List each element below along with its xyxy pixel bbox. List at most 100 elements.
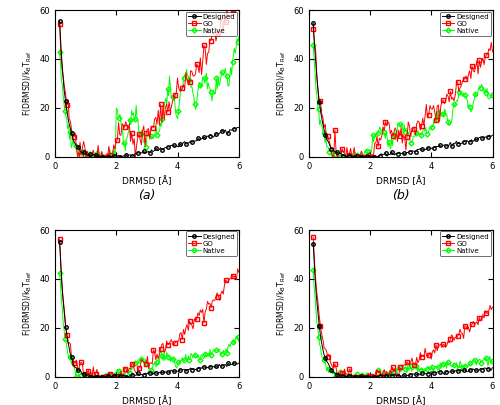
Native <box>56 270 62 275</box>
GO <box>382 373 388 378</box>
Designed <box>158 145 164 150</box>
X-axis label: DRMSD [Å]: DRMSD [Å] <box>376 176 426 186</box>
Designed <box>232 126 237 131</box>
Designed <box>411 149 417 153</box>
GO <box>56 22 62 27</box>
Designed <box>182 139 188 144</box>
Native <box>334 154 340 159</box>
Line: Native: Native <box>58 35 240 158</box>
GO <box>370 154 376 159</box>
Line: Designed: Designed <box>58 240 240 378</box>
Native <box>56 50 62 55</box>
GO <box>236 8 242 13</box>
Designed <box>490 133 496 138</box>
Native <box>236 34 242 39</box>
Native <box>310 42 316 47</box>
GO <box>412 362 418 367</box>
Native <box>68 129 73 134</box>
Native <box>318 345 324 350</box>
Line: Designed: Designed <box>312 22 494 158</box>
GO <box>436 342 442 347</box>
Designed <box>360 374 366 379</box>
Designed <box>310 241 316 246</box>
Designed <box>485 134 491 139</box>
GO <box>490 305 496 309</box>
Line: Native: Native <box>312 268 494 378</box>
Line: GO: GO <box>312 236 494 378</box>
Native <box>490 93 496 98</box>
Native <box>359 154 365 159</box>
Designed <box>350 154 356 159</box>
Native <box>482 91 488 96</box>
Native <box>105 373 111 377</box>
Designed <box>360 154 366 159</box>
Designed <box>236 361 242 366</box>
GO <box>129 130 135 135</box>
Native <box>222 350 228 355</box>
Native <box>321 131 327 136</box>
GO <box>236 269 242 274</box>
Designed <box>454 368 460 373</box>
Native <box>344 374 350 379</box>
Designed <box>106 154 112 159</box>
Native <box>76 374 82 379</box>
Native <box>228 65 234 70</box>
Legend: Designed, GO, Native: Designed, GO, Native <box>186 231 238 256</box>
GO <box>436 102 442 107</box>
Line: Native: Native <box>312 43 494 158</box>
Designed <box>348 153 354 158</box>
GO <box>334 374 340 379</box>
Text: (a): (a) <box>138 189 156 202</box>
Native <box>91 154 97 159</box>
Native <box>68 354 73 359</box>
GO <box>152 350 158 354</box>
Native <box>318 118 324 123</box>
Designed <box>182 367 188 372</box>
Native <box>228 341 234 346</box>
GO <box>310 26 316 31</box>
Y-axis label: F(DRMSD)/k$_\mathregular{B}$T$_\mathregular{Ref}$: F(DRMSD)/k$_\mathregular{B}$T$_\mathregu… <box>22 51 34 116</box>
Line: Native: Native <box>58 271 240 378</box>
GO <box>406 119 411 124</box>
GO <box>159 120 165 125</box>
GO <box>490 49 496 54</box>
Designed <box>98 154 103 159</box>
Designed <box>436 369 442 374</box>
GO <box>230 8 236 13</box>
Designed <box>200 136 205 141</box>
Native <box>332 374 338 379</box>
GO <box>129 362 135 367</box>
Native <box>91 374 97 379</box>
GO <box>330 154 336 159</box>
GO <box>460 79 466 84</box>
GO <box>206 302 212 307</box>
Designed <box>86 374 92 379</box>
Native <box>359 373 365 378</box>
Native <box>475 88 481 93</box>
GO <box>370 373 376 378</box>
Y-axis label: F(DRMSD)/k$_\mathregular{B}$T$_\mathregular{Ref}$: F(DRMSD)/k$_\mathregular{B}$T$_\mathregu… <box>275 51 287 116</box>
Native <box>64 344 70 349</box>
Designed <box>96 373 102 378</box>
Native <box>344 154 350 159</box>
Native <box>475 359 481 364</box>
Designed <box>490 365 496 370</box>
GO <box>182 332 188 337</box>
Designed <box>56 18 62 23</box>
Designed <box>411 372 417 377</box>
GO <box>310 235 316 240</box>
Designed <box>232 360 237 365</box>
Designed <box>485 366 491 371</box>
Native <box>84 154 90 159</box>
GO <box>74 154 80 159</box>
Native <box>321 357 327 362</box>
Native <box>482 356 488 360</box>
Line: Designed: Designed <box>58 19 240 158</box>
Designed <box>350 373 356 378</box>
Designed <box>236 125 242 130</box>
Designed <box>200 364 205 369</box>
Native <box>236 339 242 344</box>
X-axis label: DRMSD [Å]: DRMSD [Å] <box>376 396 426 405</box>
Designed <box>344 374 349 379</box>
Native <box>490 359 496 364</box>
